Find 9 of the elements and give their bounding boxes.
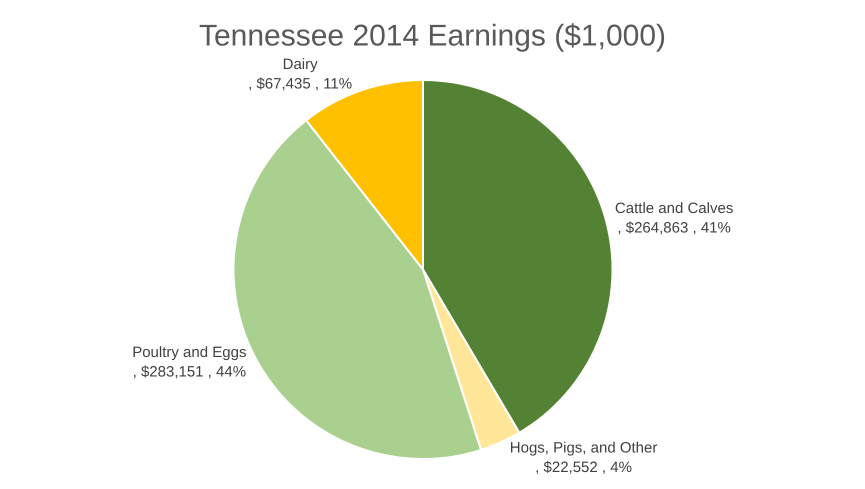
slice-label: Cattle and Calves <box>614 200 734 218</box>
slice-label: Hogs, Pigs, and Other <box>510 439 658 456</box>
slice-label: Poultry and Eggs <box>132 344 246 362</box>
data-label: , $264,863 , 41% <box>617 220 731 237</box>
data-label: , $22,552 , 4% <box>535 458 632 476</box>
chart-title: Tennessee 2014 Earnings ($1,000) <box>199 19 666 52</box>
data-label: , $67,435 , 11% <box>248 75 352 92</box>
data-label: , $283,151 , 44% <box>132 364 246 381</box>
slice-label: Dairy <box>282 56 318 73</box>
